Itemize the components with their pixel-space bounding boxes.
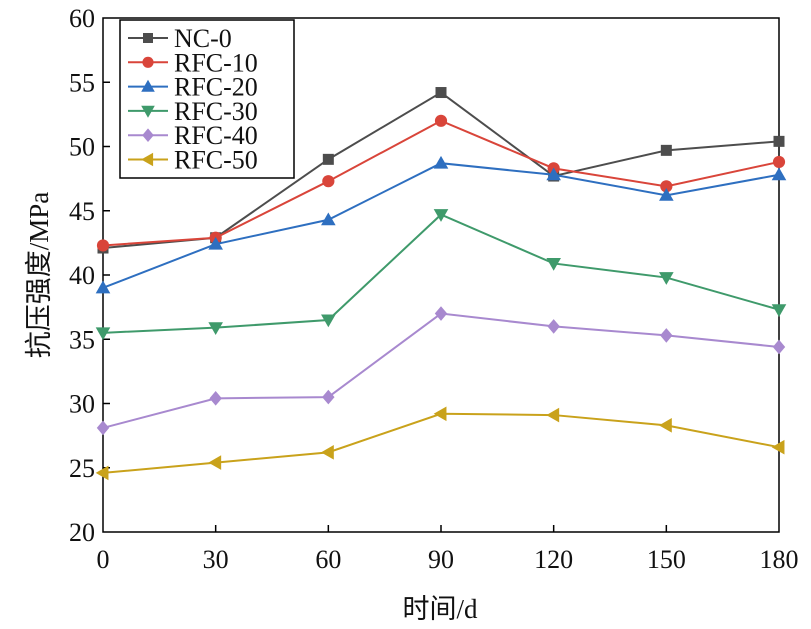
x-tick-label: 150	[647, 545, 686, 574]
data-point	[547, 319, 560, 334]
series-rfc-50	[95, 406, 785, 481]
legend-label: RFC-40	[174, 121, 258, 150]
data-point	[209, 391, 222, 406]
data-point	[435, 87, 447, 99]
y-axis-title: 抗压强度/MPa	[24, 192, 54, 359]
data-point	[322, 175, 335, 188]
data-point	[95, 327, 111, 341]
data-point	[660, 180, 673, 193]
axes-layer: 0 30 60 90 120 150 180 20 25 30 35 40 45 50 55 60	[69, 4, 799, 574]
series-rfc-40	[96, 306, 786, 436]
data-point	[208, 236, 223, 250]
data-point	[208, 322, 223, 335]
x-tick-label: 90	[428, 545, 454, 574]
y-tick-label: 20	[69, 518, 95, 547]
data-point	[96, 239, 110, 252]
data-point	[96, 420, 110, 436]
legend-marker	[143, 33, 153, 43]
legend-marker	[142, 128, 154, 142]
data-point	[433, 209, 449, 222]
data-point	[322, 153, 334, 165]
data-point	[321, 445, 334, 460]
data-point	[771, 167, 787, 181]
series-layer	[95, 87, 787, 481]
data-point	[772, 155, 786, 169]
x-tick-label: 180	[760, 545, 799, 574]
data-point	[546, 407, 560, 423]
legend-label: NC-0	[174, 24, 232, 53]
legend-label: RFC-10	[174, 48, 258, 77]
y-tick-label: 25	[69, 454, 95, 483]
x-axis-title: 时间/d	[402, 594, 478, 624]
legend-box	[119, 19, 295, 179]
legend-marker	[141, 79, 155, 92]
legend-label: RFC-20	[174, 73, 258, 102]
y-tick-label: 40	[69, 261, 95, 290]
data-point	[95, 280, 111, 294]
legend-label: RFC-30	[174, 97, 258, 126]
data-point	[546, 167, 561, 181]
y-tick-label: 55	[69, 68, 95, 97]
x-tick-label: 60	[315, 545, 341, 574]
data-point	[546, 257, 561, 271]
data-point	[321, 314, 336, 328]
y-tick-label: 60	[69, 4, 95, 33]
data-point	[773, 135, 785, 147]
data-point	[95, 465, 109, 481]
data-point	[322, 389, 335, 405]
data-point	[659, 272, 674, 285]
data-point	[772, 339, 786, 355]
data-point	[433, 406, 447, 422]
data-point	[434, 306, 448, 321]
series-rfc-20	[95, 155, 787, 294]
x-tick-label: 30	[203, 545, 229, 574]
series-rfc-30	[95, 209, 787, 341]
y-tick-label: 45	[69, 197, 95, 226]
data-point	[434, 114, 448, 127]
legend-marker	[141, 152, 154, 167]
x-tick-label: 0	[97, 545, 110, 574]
data-point	[659, 418, 672, 433]
data-point	[321, 212, 336, 226]
data-point	[659, 188, 674, 201]
data-point	[771, 304, 787, 317]
legend-marker	[142, 56, 154, 68]
series-line	[102, 412, 780, 474]
series-line	[102, 162, 780, 289]
y-tick-label: 30	[69, 390, 95, 419]
x-tick-label: 120	[534, 545, 573, 574]
legend-marker	[141, 105, 155, 118]
data-point	[660, 144, 672, 156]
legend-label: RFC-50	[174, 146, 258, 175]
y-tick-label: 50	[69, 133, 95, 162]
y-tick-label: 35	[69, 325, 95, 354]
data-point	[660, 328, 673, 343]
data-point	[208, 455, 222, 470]
data-point	[771, 439, 785, 455]
data-point	[433, 155, 449, 169]
